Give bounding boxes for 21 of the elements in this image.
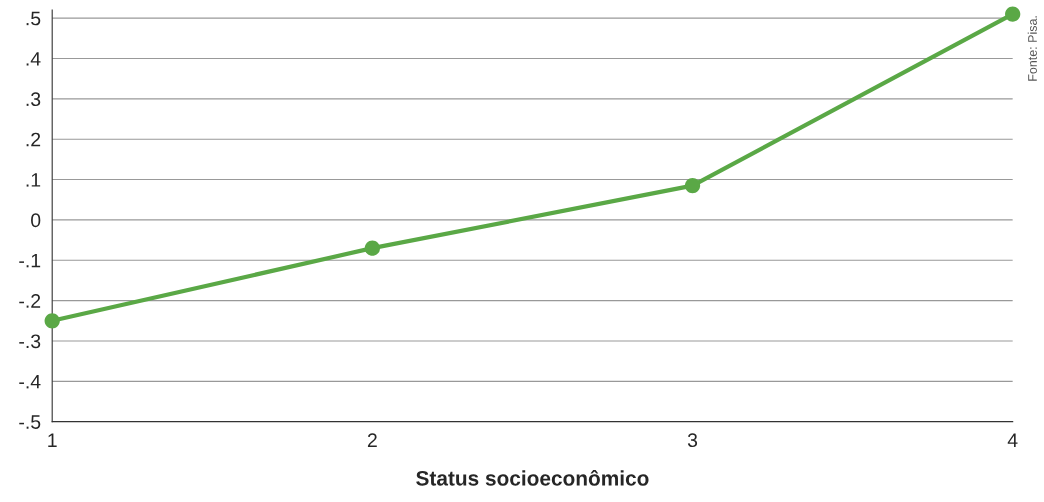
x-tick-label: 1 (48, 433, 57, 447)
x-tick-label: 2 (367, 433, 377, 447)
y-tick-label: .1 (26, 173, 41, 187)
y-tick-label: -.2 (19, 294, 41, 308)
y-tick-label: .5 (26, 11, 41, 26)
y-tick-label: -.3 (19, 334, 41, 349)
y-tick-label: -.4 (19, 374, 41, 389)
y-tick-label: 0 (31, 213, 41, 228)
x-tick-label: 4 (1007, 433, 1018, 447)
point (364, 240, 380, 256)
point (1005, 6, 1021, 22)
y-tick-label: .4 (26, 52, 41, 66)
point (44, 313, 60, 329)
x-tick-label: 3 (687, 433, 698, 448)
point (684, 177, 701, 194)
y-tick-label: .3 (26, 92, 41, 107)
x-axis-title: Status socioeconômico (416, 469, 649, 486)
y-tick-label: .2 (26, 132, 41, 147)
y-tick-label: -.5 (19, 415, 41, 429)
source-note: Fonte: Pisa. (1027, 16, 1037, 81)
y-tick-label: -.1 (19, 253, 41, 268)
